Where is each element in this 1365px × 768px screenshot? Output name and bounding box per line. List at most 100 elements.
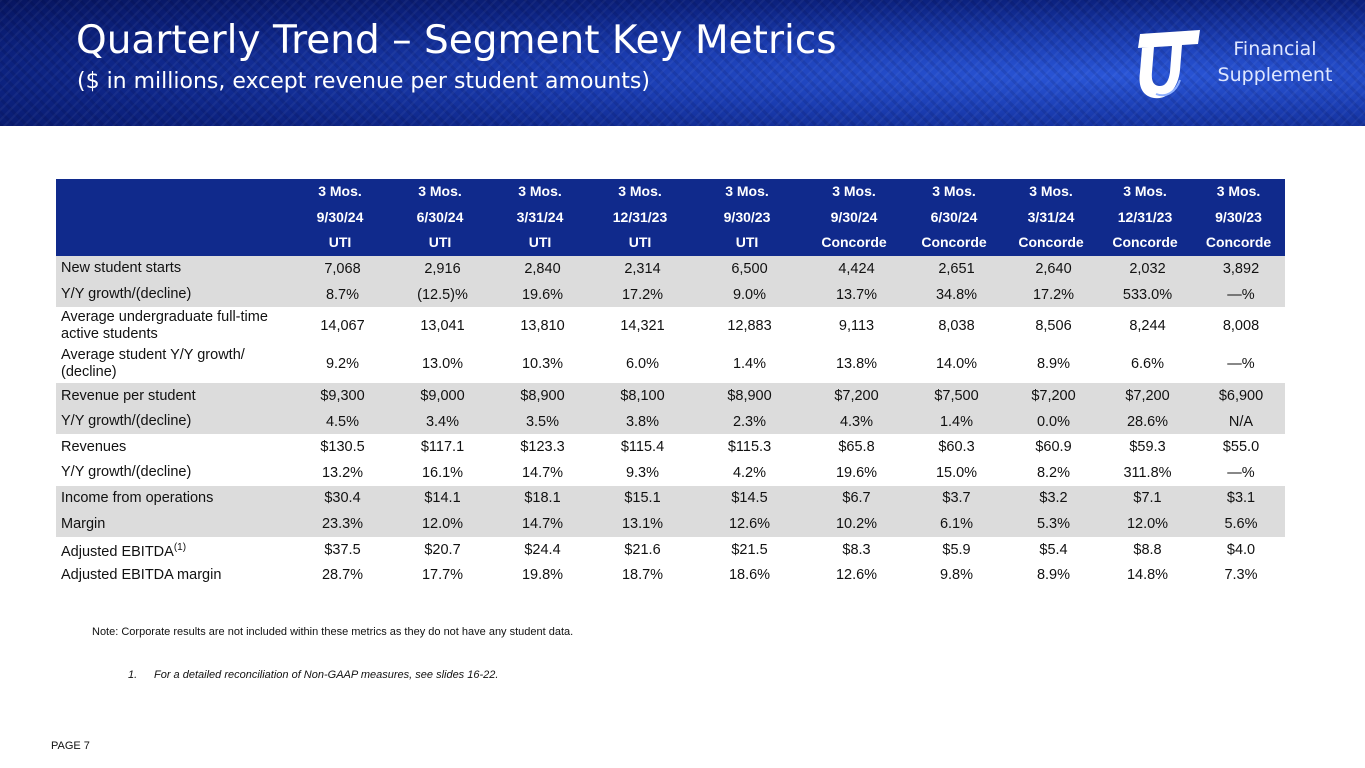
row-label: Revenue per student <box>56 383 290 409</box>
table-cell: 7,068 <box>290 256 390 282</box>
row-label: Margin <box>56 511 290 537</box>
table-cell: 19.6% <box>490 281 590 308</box>
table-cell: $37.5 <box>324 541 361 558</box>
table-cell: 4.3% <box>804 408 904 435</box>
column-header-cell: 3 Mos. <box>1004 179 1098 205</box>
page-number: PAGE 7 <box>51 740 90 752</box>
header-blank-cell <box>56 204 290 231</box>
row-label-text: Income from operations <box>61 489 214 506</box>
column-header-cell: 3 Mos. <box>490 179 590 205</box>
row-label: Income from operations <box>56 485 290 512</box>
column-header-cell: 3/31/24 <box>1004 204 1098 231</box>
row-label-text: New student starts <box>61 260 182 277</box>
page-title: Quarterly Trend – Segment Key Metrics <box>76 18 837 63</box>
table-cell: $130.5 <box>320 439 365 456</box>
table-cell: $8.8 <box>1133 541 1162 558</box>
header-row: UTI UTI UTI UTI UTI Concorde Concorde Concorde C… <box>56 230 1285 257</box>
table-cell: 2,032 <box>1098 256 1192 282</box>
table-cell: $14.5 <box>690 485 804 512</box>
table-cell: 2.3% <box>690 408 804 435</box>
row-label-text: Revenue per student <box>61 387 196 404</box>
logo-line-1: Financial <box>1233 38 1317 60</box>
segment-metrics-table: 3 Mos. 3 Mos. 3 Mos. 3 Mos. 3 Mos. 3 Mos. 3 Mo… <box>56 179 1285 588</box>
table-cell: 13.1% <box>590 511 690 537</box>
table-cell: $4.0 <box>1226 541 1256 558</box>
table-cell: 0.0% <box>1004 408 1098 435</box>
table-cell: 2,651 <box>904 256 1004 282</box>
table-cell: 17.2% <box>1004 281 1098 308</box>
table-cell: 4.5% <box>290 408 390 435</box>
column-header-cell: 9/30/23 <box>1192 204 1285 231</box>
table-cell: $123.3 <box>520 439 565 456</box>
page-subtitle: ($ in millions, except revenue per stude… <box>77 69 650 94</box>
table-cell: 14.7% <box>521 464 564 481</box>
header-blank-cell <box>56 179 290 205</box>
table-cell: $117.1 <box>420 439 465 456</box>
table-cell: 3.4% <box>390 408 490 435</box>
table-cell: 14,321 <box>620 318 665 335</box>
table-cell: 5.3% <box>1004 511 1098 537</box>
table-cell: 6.0% <box>625 356 660 373</box>
table-cell: —% <box>1192 281 1285 308</box>
header-banner: Quarterly Trend – Segment Key Metrics ($… <box>0 0 1365 126</box>
column-header-cell: 3 Mos. <box>1098 179 1192 205</box>
table-cell: 12.6% <box>835 567 878 584</box>
table-cell: 3,892 <box>1192 256 1285 282</box>
table-row: Average undergraduate full-time active s… <box>56 307 1285 345</box>
table-cell: $14.1 <box>390 485 490 512</box>
row-label: Adjusted EBITDA margin <box>56 562 290 588</box>
table-cell: $60.9 <box>1035 439 1072 456</box>
row-label-text: Y/Y growth/(decline) <box>61 286 192 302</box>
table-cell: $6.7 <box>804 485 904 512</box>
table-cell: 2,640 <box>1004 256 1098 282</box>
table-cell: 9.2% <box>325 356 360 373</box>
table-cell: 23.3% <box>290 511 390 537</box>
table-cell: 14.8% <box>1126 567 1169 584</box>
column-header-cell: 3 Mos. <box>1192 179 1285 205</box>
table-cell: $3.1 <box>1192 485 1285 512</box>
table-row: Margin 23.3% 12.0% 14.7% 13.1% 12.6% 10.2% 6.1%… <box>56 511 1285 537</box>
table-cell: 3.5% <box>490 408 590 435</box>
table-row: Y/Y growth/(decline) 8.7% (12.5)% 19.6% 17.2… <box>56 281 1285 308</box>
table-cell: $3.7 <box>904 485 1004 512</box>
table-cell: $15.1 <box>590 485 690 512</box>
column-header-cell: UTI <box>290 230 390 257</box>
row-label-text: Y/Y growth/(decline) <box>61 464 192 481</box>
table-cell: $5.4 <box>1039 541 1068 558</box>
column-header-cell: 3 Mos. <box>590 179 690 205</box>
row-label: New student starts <box>56 256 290 282</box>
table-cell: 19.8% <box>521 567 564 584</box>
column-header-cell: 3 Mos. <box>290 179 390 205</box>
table-row: Revenues $130.5 $117.1 $123.3 $115.4 $115.3 $6… <box>56 434 1285 460</box>
row-label: Average undergraduate full-time active s… <box>56 307 290 345</box>
table-cell: $8,900 <box>690 383 804 409</box>
table-cell: $7,200 <box>804 383 904 409</box>
table-cell: $20.7 <box>424 541 461 558</box>
column-header-cell: Concorde <box>804 230 904 257</box>
table-row: Income from operations $30.4 $14.1 $18.1 $15… <box>56 485 1285 512</box>
table-cell: 13,041 <box>420 318 465 335</box>
footnote-text: For a detailed reconciliation of Non-GAA… <box>154 669 499 681</box>
column-header-cell: 3 Mos. <box>390 179 490 205</box>
table-row: Adjusted EBITDA margin 28.7% 17.7% 19.8% 18.… <box>56 562 1285 588</box>
table-cell: $24.4 <box>524 541 561 558</box>
table-cell: 4.2% <box>732 464 767 481</box>
table-cell: 10.2% <box>804 511 904 537</box>
table-cell: 10.3% <box>521 356 564 373</box>
row-label: Y/Y growth/(decline) <box>56 281 290 308</box>
table-cell: 12,883 <box>727 318 772 335</box>
table-row: Revenue per student $9,300 $9,000 $8,900 $8,… <box>56 383 1285 409</box>
logo-line-2: Supplement <box>1217 64 1333 86</box>
table-cell: 8.9% <box>1036 567 1071 584</box>
table-cell: 6,500 <box>690 256 804 282</box>
table-cell: (12.5)% <box>390 281 490 308</box>
table-row: Average student Y/Y growth/ (decline) 9.2… <box>56 345 1285 383</box>
table-cell: 1.4% <box>904 408 1004 435</box>
column-header-cell: 3 Mos. <box>690 179 804 205</box>
column-header-cell: UTI <box>690 230 804 257</box>
column-header-cell: 3 Mos. <box>904 179 1004 205</box>
column-header-cell: 6/30/24 <box>390 204 490 231</box>
table-cell: 8.7% <box>290 281 390 308</box>
table-cell: 13.2% <box>321 464 364 481</box>
row-label-text: Revenues <box>61 438 127 455</box>
